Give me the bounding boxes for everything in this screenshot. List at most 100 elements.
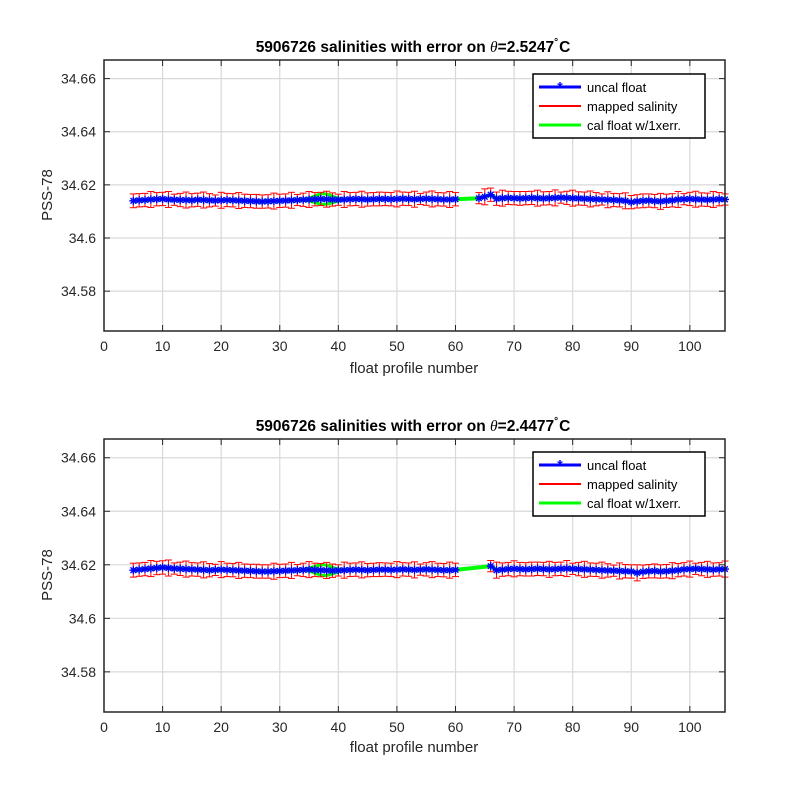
x-tick-label: 30 (272, 338, 288, 354)
uncal-float-marker (351, 565, 360, 574)
uncal-float-marker (211, 565, 220, 574)
uncal-float-marker (439, 566, 448, 575)
uncal-float-marker (334, 566, 343, 575)
uncal-float-marker (562, 564, 571, 573)
legend-mapped-label: mapped salinity (587, 477, 678, 492)
subplot-top: 5906726 salinities with error on θ=2.524… (39, 37, 729, 377)
x-tick-label: 80 (565, 719, 581, 735)
uncal-float-marker (679, 195, 688, 204)
uncal-float-marker (515, 194, 524, 203)
x-tick-label: 80 (565, 338, 581, 354)
uncal-float-marker (182, 565, 191, 574)
uncal-float-marker (387, 565, 396, 574)
uncal-float-marker (691, 195, 700, 204)
uncal-float-marker (369, 195, 378, 204)
uncal-float-marker (217, 196, 226, 205)
uncal-float-marker (480, 192, 489, 201)
uncal-float-marker (510, 564, 519, 573)
y-tick-label: 34.66 (61, 450, 96, 466)
uncal-float-marker (328, 195, 337, 204)
y-ticks-top: 34.58 34.6 34.62 34.64 34.66 (61, 71, 725, 299)
uncal-float-marker (170, 195, 179, 204)
x-tick-label: 70 (506, 719, 522, 735)
uncal-float-marker (685, 565, 694, 574)
uncal-float-marker (211, 196, 220, 205)
uncal-float-marker (551, 565, 560, 574)
uncal-float-marker (603, 195, 612, 204)
uncal-float-marker (369, 565, 378, 574)
uncal-float-marker (510, 194, 519, 203)
uncal-float-marker (556, 193, 565, 202)
uncal-float-marker (492, 566, 501, 575)
uncal-float-marker (674, 195, 683, 204)
uncal-float-marker (340, 195, 349, 204)
uncal-float-marker (322, 566, 331, 575)
uncal-float-marker (205, 566, 214, 575)
uncal-float-marker (445, 566, 454, 575)
uncal-float-marker (258, 197, 267, 206)
uncal-float-marker (264, 197, 273, 206)
uncal-float-marker (650, 566, 659, 575)
uncal-float-marker (433, 565, 442, 574)
uncal-float-marker (492, 194, 501, 203)
uncal-float-marker (562, 193, 571, 202)
asterisk-marker-icon: * (557, 79, 563, 95)
uncal-float-marker (287, 196, 296, 205)
uncal-float-marker (357, 565, 366, 574)
legend-cal-label: cal float w/1xerr. (587, 496, 681, 511)
uncal-float-marker (545, 565, 554, 574)
uncal-float-marker (305, 195, 314, 204)
uncal-float-marker (644, 567, 653, 576)
legend-box (532, 451, 706, 517)
uncal-float-marker (404, 194, 413, 203)
uncal-float-marker (252, 197, 261, 206)
uncal-float-marker (381, 565, 390, 574)
x-tick-label: 20 (213, 338, 229, 354)
uncal-float-marker (392, 565, 401, 574)
x-tick-label: 100 (678, 719, 702, 735)
uncal-float-marker (310, 565, 319, 574)
uncal-float-marker (556, 564, 565, 573)
x-ticks-bottom: 0 10 20 30 40 50 60 70 80 90 100 (100, 439, 702, 735)
uncal-float-marker (346, 195, 355, 204)
y-tick-label: 34.6 (69, 610, 96, 626)
uncal-float-marker (627, 567, 636, 576)
uncal-float-marker (234, 566, 243, 575)
chart-title-top: 5906726 salinities with error on θ=2.524… (256, 37, 571, 56)
uncal-float-marker (545, 194, 554, 203)
uncal-float-marker (504, 565, 513, 574)
uncal-float-marker (258, 567, 267, 576)
uncal-float-marker (580, 194, 589, 203)
uncal-float-marker (246, 566, 255, 575)
uncal-float-marker (158, 563, 167, 572)
uncal-float-marker (551, 193, 560, 202)
uncal-float-marker (656, 567, 665, 576)
uncal-float-marker (644, 196, 653, 205)
uncal-float-marker (422, 565, 431, 574)
uncal-float-marker (621, 567, 630, 576)
uncal-float-marker (141, 565, 150, 574)
uncal-float-marker (709, 565, 718, 574)
uncal-float-marker (240, 566, 249, 575)
uncal-float-marker (527, 193, 536, 202)
x-tick-label: 40 (331, 719, 347, 735)
uncal-float-marker (176, 564, 185, 573)
uncal-float-marker (404, 565, 413, 574)
uncal-float-marker (234, 196, 243, 205)
uncal-float-marker (346, 565, 355, 574)
y-tick-label: 34.62 (61, 557, 96, 573)
uncal-float-marker (451, 565, 460, 574)
uncal-float-marker (223, 565, 232, 574)
y-axis-label-top: PSS-78 (39, 169, 56, 221)
y-tick-label: 34.64 (61, 503, 96, 519)
uncal-float-marker (176, 196, 185, 205)
uncal-float-marker (316, 566, 325, 575)
uncal-float-marker (656, 197, 665, 206)
uncal-float-marker (375, 194, 384, 203)
uncal-float-marker (164, 195, 173, 204)
x-ticks-top: 0 10 20 30 40 50 60 70 80 90 100 (100, 60, 702, 354)
legend-top: * uncal float mapped salinity cal float … (532, 73, 706, 139)
uncal-float-marker (515, 565, 524, 574)
uncal-float-marker (615, 196, 624, 205)
